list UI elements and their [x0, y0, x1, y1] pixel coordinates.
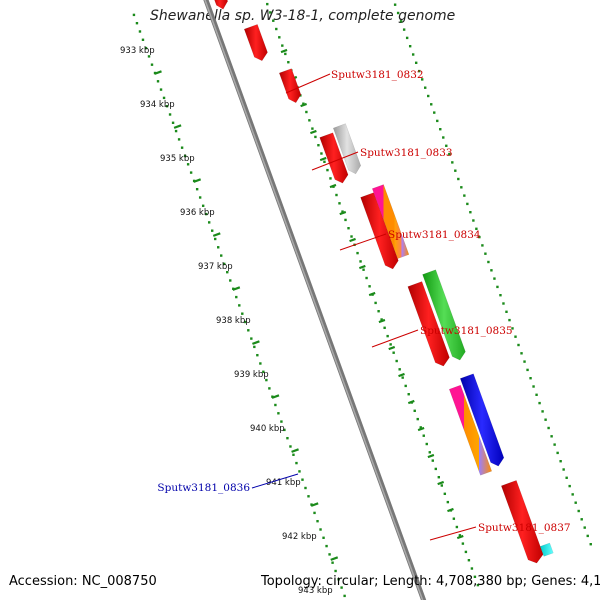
- tick-label: 933 kbp: [120, 46, 155, 56]
- gene-callout[interactable]: Sputw3181_0836: [157, 473, 299, 494]
- genome-backbone: [203, 0, 427, 600]
- gene-callout[interactable]: Sputw3181_0834: [339, 229, 481, 251]
- gene-label[interactable]: Sputw3181_0837: [478, 522, 571, 534]
- tick-label: 937 kbp: [198, 262, 233, 272]
- tick-label: 940 kbp: [250, 424, 285, 434]
- tick-label: 936 kbp: [180, 208, 215, 218]
- tick-label: 938 kbp: [216, 316, 251, 326]
- gene-bar: [539, 542, 554, 557]
- gene-bar: [422, 269, 466, 361]
- gene-bar: [332, 123, 362, 175]
- gene-label[interactable]: Sputw3181_0834: [388, 229, 481, 241]
- gene-bar: [278, 68, 302, 104]
- gene-bar: [448, 384, 493, 476]
- gene-bar: [407, 281, 450, 367]
- gene-callout[interactable]: Sputw3181_0832: [285, 69, 424, 94]
- gene-label[interactable]: Sputw3181_0835: [420, 325, 513, 337]
- gene-bar: [214, 0, 228, 10]
- tick-label: 941 kbp: [266, 478, 301, 488]
- tick-label: 934 kbp: [140, 100, 175, 110]
- gene-bar: [243, 24, 268, 62]
- tick-label: 942 kbp: [282, 532, 317, 542]
- scale-ruler: 933 kbp 934 kbp 935 kbp 936 kbp 937 kbp 938 k…: [120, 2, 592, 598]
- tick-label: 943 kbp: [298, 586, 333, 596]
- gene-bar: [360, 192, 399, 270]
- gene-features: [214, 0, 554, 564]
- gene-labels: Sputw3181_0832 Sputw3181_0833 Sputw3181_08…: [157, 69, 571, 541]
- gene-callout[interactable]: Sputw3181_0833: [311, 147, 453, 171]
- gene-label[interactable]: Sputw3181_0833: [360, 147, 453, 159]
- tick-label: 939 kbp: [234, 370, 269, 380]
- gene-label[interactable]: Sputw3181_0832: [331, 69, 424, 81]
- gene-callout[interactable]: Sputw3181_0837: [429, 522, 571, 541]
- gene-bar: [459, 373, 505, 467]
- map-title: Shewanella sp. W3-18-1, complete genome: [150, 8, 456, 24]
- tick-label: 935 kbp: [160, 154, 195, 164]
- gene-bar: [371, 184, 410, 259]
- gene-bar: [500, 480, 544, 564]
- gene-label[interactable]: Sputw3181_0836: [157, 482, 250, 494]
- gene-bar: [319, 132, 349, 184]
- accession-text: Accession: NC_008750: [9, 574, 157, 589]
- gene-callout[interactable]: Sputw3181_0835: [371, 325, 513, 348]
- genome-info-text: Topology: circular; Length: 4,708,380 bp…: [261, 574, 600, 589]
